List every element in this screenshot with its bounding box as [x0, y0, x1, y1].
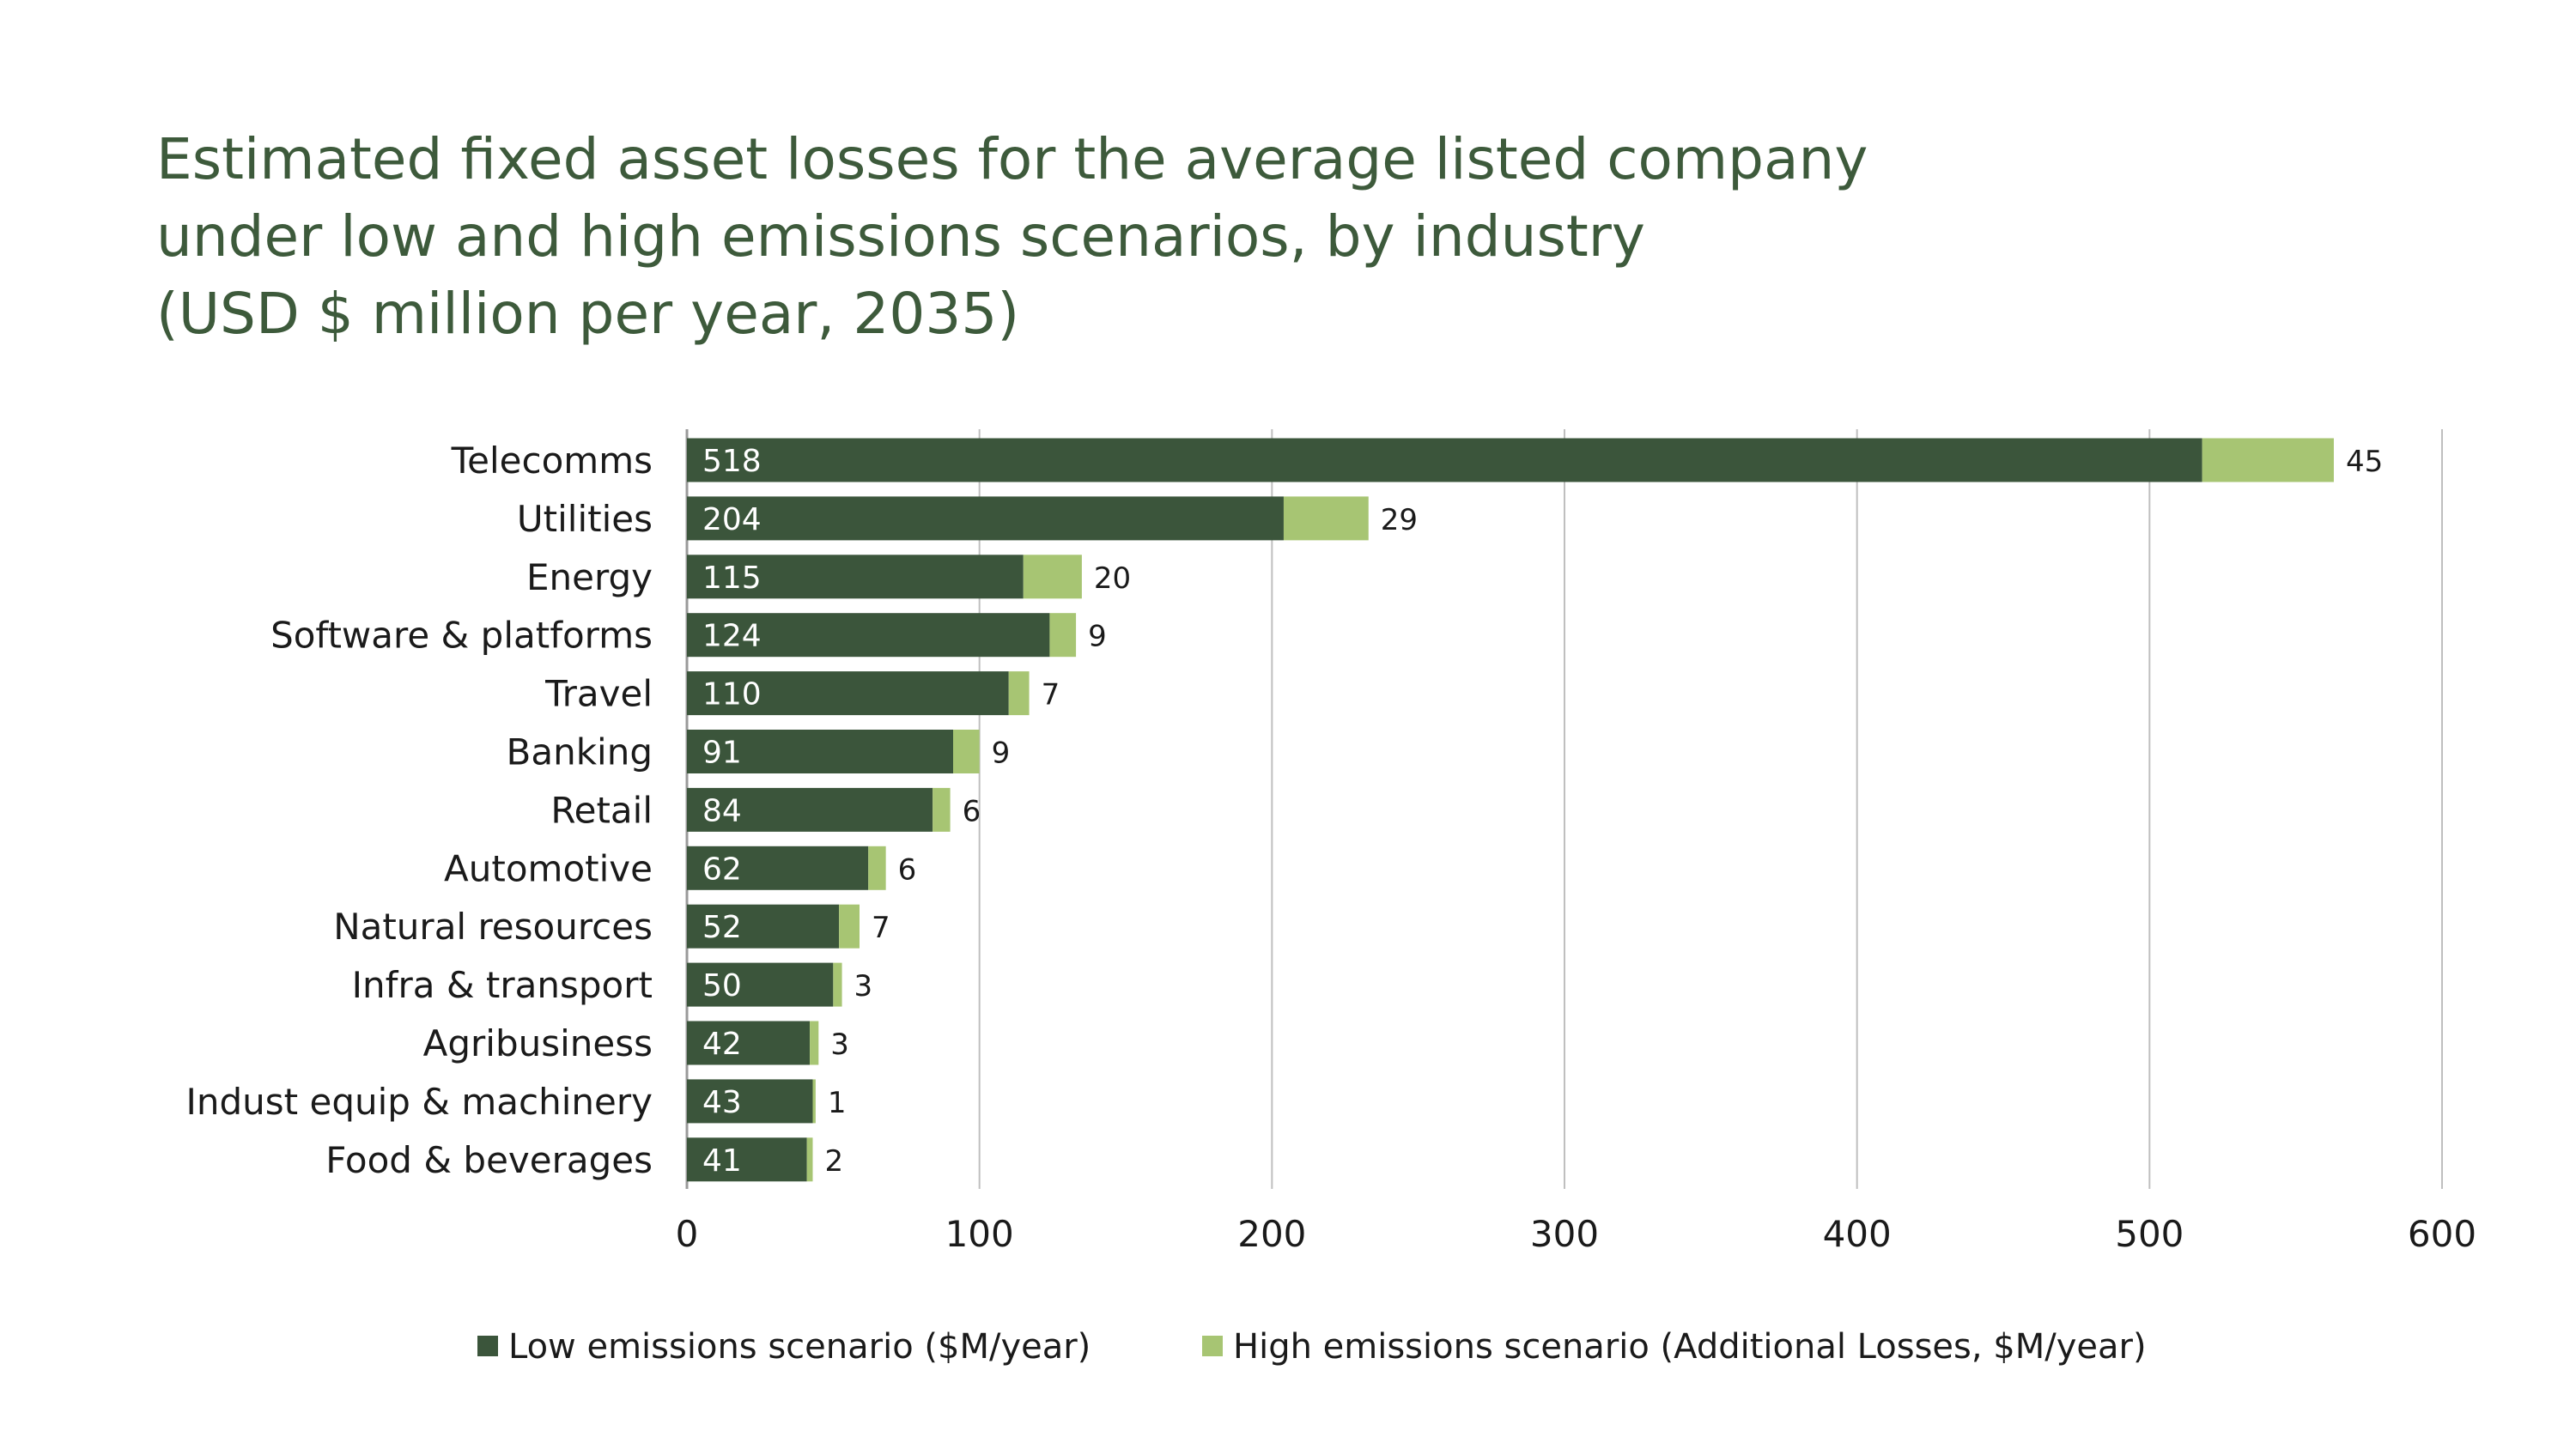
category-label: Utilities — [517, 498, 653, 540]
data-label-high: 9 — [1088, 620, 1107, 654]
data-label-low: 518 — [702, 444, 762, 479]
x-tick-label: 600 — [2408, 1213, 2476, 1255]
category-label: Indust equip & machinery — [186, 1081, 653, 1123]
bar-high-emissions-additional — [812, 1079, 816, 1124]
data-label-low: 124 — [702, 619, 762, 654]
data-label-low: 84 — [702, 793, 742, 828]
category-label: Energy — [526, 556, 653, 598]
chart-title-line: under low and high emissions scenarios, … — [156, 203, 1645, 270]
data-label-low: 41 — [702, 1143, 742, 1179]
category-label: Infra & transport — [352, 964, 653, 1006]
bar-low-emissions — [687, 730, 954, 773]
x-tick-label: 300 — [1530, 1213, 1599, 1255]
data-label-high: 3 — [854, 969, 873, 1003]
data-label-high: 6 — [963, 794, 981, 828]
data-label-low: 42 — [702, 1027, 742, 1062]
data-label-low: 62 — [702, 852, 742, 887]
bar-high-emissions-additional — [806, 1137, 813, 1182]
category-label: Banking — [507, 731, 653, 773]
category-labels: Telecomms Utilities Energy Software & platf… — [186, 440, 653, 1181]
legend-swatch — [1202, 1336, 1223, 1356]
bar-high-emissions-additional — [810, 1021, 819, 1065]
bars: 518 45 204 29 115 20 124 9 110 7 91 9 84 6 62 6 52 7 50 3 42… — [687, 438, 2383, 1182]
bar-high-emissions-additional — [868, 846, 886, 890]
data-label-high: 20 — [1094, 561, 1131, 596]
bar-high-emissions-additional — [2202, 438, 2334, 482]
bar-low-emissions — [687, 1137, 807, 1182]
bar-high-emissions-additional — [833, 962, 842, 1007]
category-label: Food & beverages — [325, 1139, 653, 1181]
bar-high-emissions-additional — [839, 904, 860, 949]
legend-label: Low emissions scenario ($M/year) — [508, 1327, 1091, 1367]
category-label: Retail — [550, 789, 653, 831]
data-label-high: 1 — [828, 1086, 847, 1120]
data-label-low: 43 — [702, 1085, 742, 1120]
category-label: Telecomms — [451, 440, 653, 482]
bar-high-emissions-additional — [1049, 613, 1077, 658]
x-axis-tick-labels: 0 100 200 300 400 500 600 — [676, 1213, 2476, 1255]
bar-high-emissions-additional — [1283, 496, 1369, 541]
bar-low-emissions — [687, 555, 1024, 599]
data-label-high: 3 — [830, 1028, 849, 1062]
data-label-low: 110 — [702, 677, 762, 712]
bar-low-emissions — [687, 962, 834, 1007]
bar-high-emissions-additional — [1008, 671, 1030, 716]
data-label-high: 6 — [898, 852, 917, 887]
bar-low-emissions — [687, 613, 1050, 658]
data-label-low: 52 — [702, 910, 742, 945]
data-label-high: 9 — [992, 737, 1011, 771]
category-label: Travel — [544, 673, 653, 715]
chart-title-line: Estimated fixed asset losses for the ave… — [156, 126, 1868, 192]
bar-high-emissions-additional — [1023, 555, 1082, 599]
bar-low-emissions — [687, 1021, 811, 1065]
x-tick-label: 400 — [1823, 1213, 1892, 1255]
legend-swatch — [477, 1336, 498, 1356]
category-label: Natural resources — [333, 906, 653, 948]
data-label-high: 45 — [2346, 445, 2383, 479]
bar-low-emissions — [687, 671, 1009, 716]
bar-high-emissions-additional — [953, 730, 980, 773]
x-tick-label: 200 — [1237, 1213, 1306, 1255]
x-tick-label: 100 — [945, 1213, 1014, 1255]
bar-low-emissions — [687, 787, 933, 832]
category-label: Software & platforms — [270, 615, 653, 657]
data-label-high: 2 — [824, 1144, 843, 1179]
category-label: Agribusiness — [423, 1022, 653, 1064]
category-label: Automotive — [444, 847, 653, 889]
bar-low-emissions — [687, 846, 869, 890]
data-label-low: 115 — [702, 561, 762, 596]
bar-low-emissions — [687, 438, 2202, 482]
bar-low-emissions — [687, 904, 840, 949]
chart-title-line: (USD $ million per year, 2035) — [156, 281, 1019, 347]
data-label-low: 50 — [702, 968, 742, 1003]
data-label-high: 29 — [1381, 503, 1418, 537]
data-label-low: 91 — [702, 736, 742, 771]
bar-low-emissions — [687, 1079, 813, 1124]
x-tick-label: 500 — [2115, 1213, 2184, 1255]
bar-high-emissions-additional — [933, 787, 951, 832]
data-label-low: 204 — [702, 502, 762, 537]
data-label-high: 7 — [872, 911, 890, 945]
bar-low-emissions — [687, 496, 1284, 541]
x-tick-label: 0 — [676, 1213, 699, 1255]
legend: Low emissions scenario ($M/year) High emi… — [477, 1327, 2147, 1367]
data-label-high: 7 — [1042, 678, 1060, 712]
legend-label: High emissions scenario (Additional Loss… — [1233, 1327, 2147, 1367]
chart-title: Estimated fixed asset losses for the ave… — [156, 126, 1868, 347]
